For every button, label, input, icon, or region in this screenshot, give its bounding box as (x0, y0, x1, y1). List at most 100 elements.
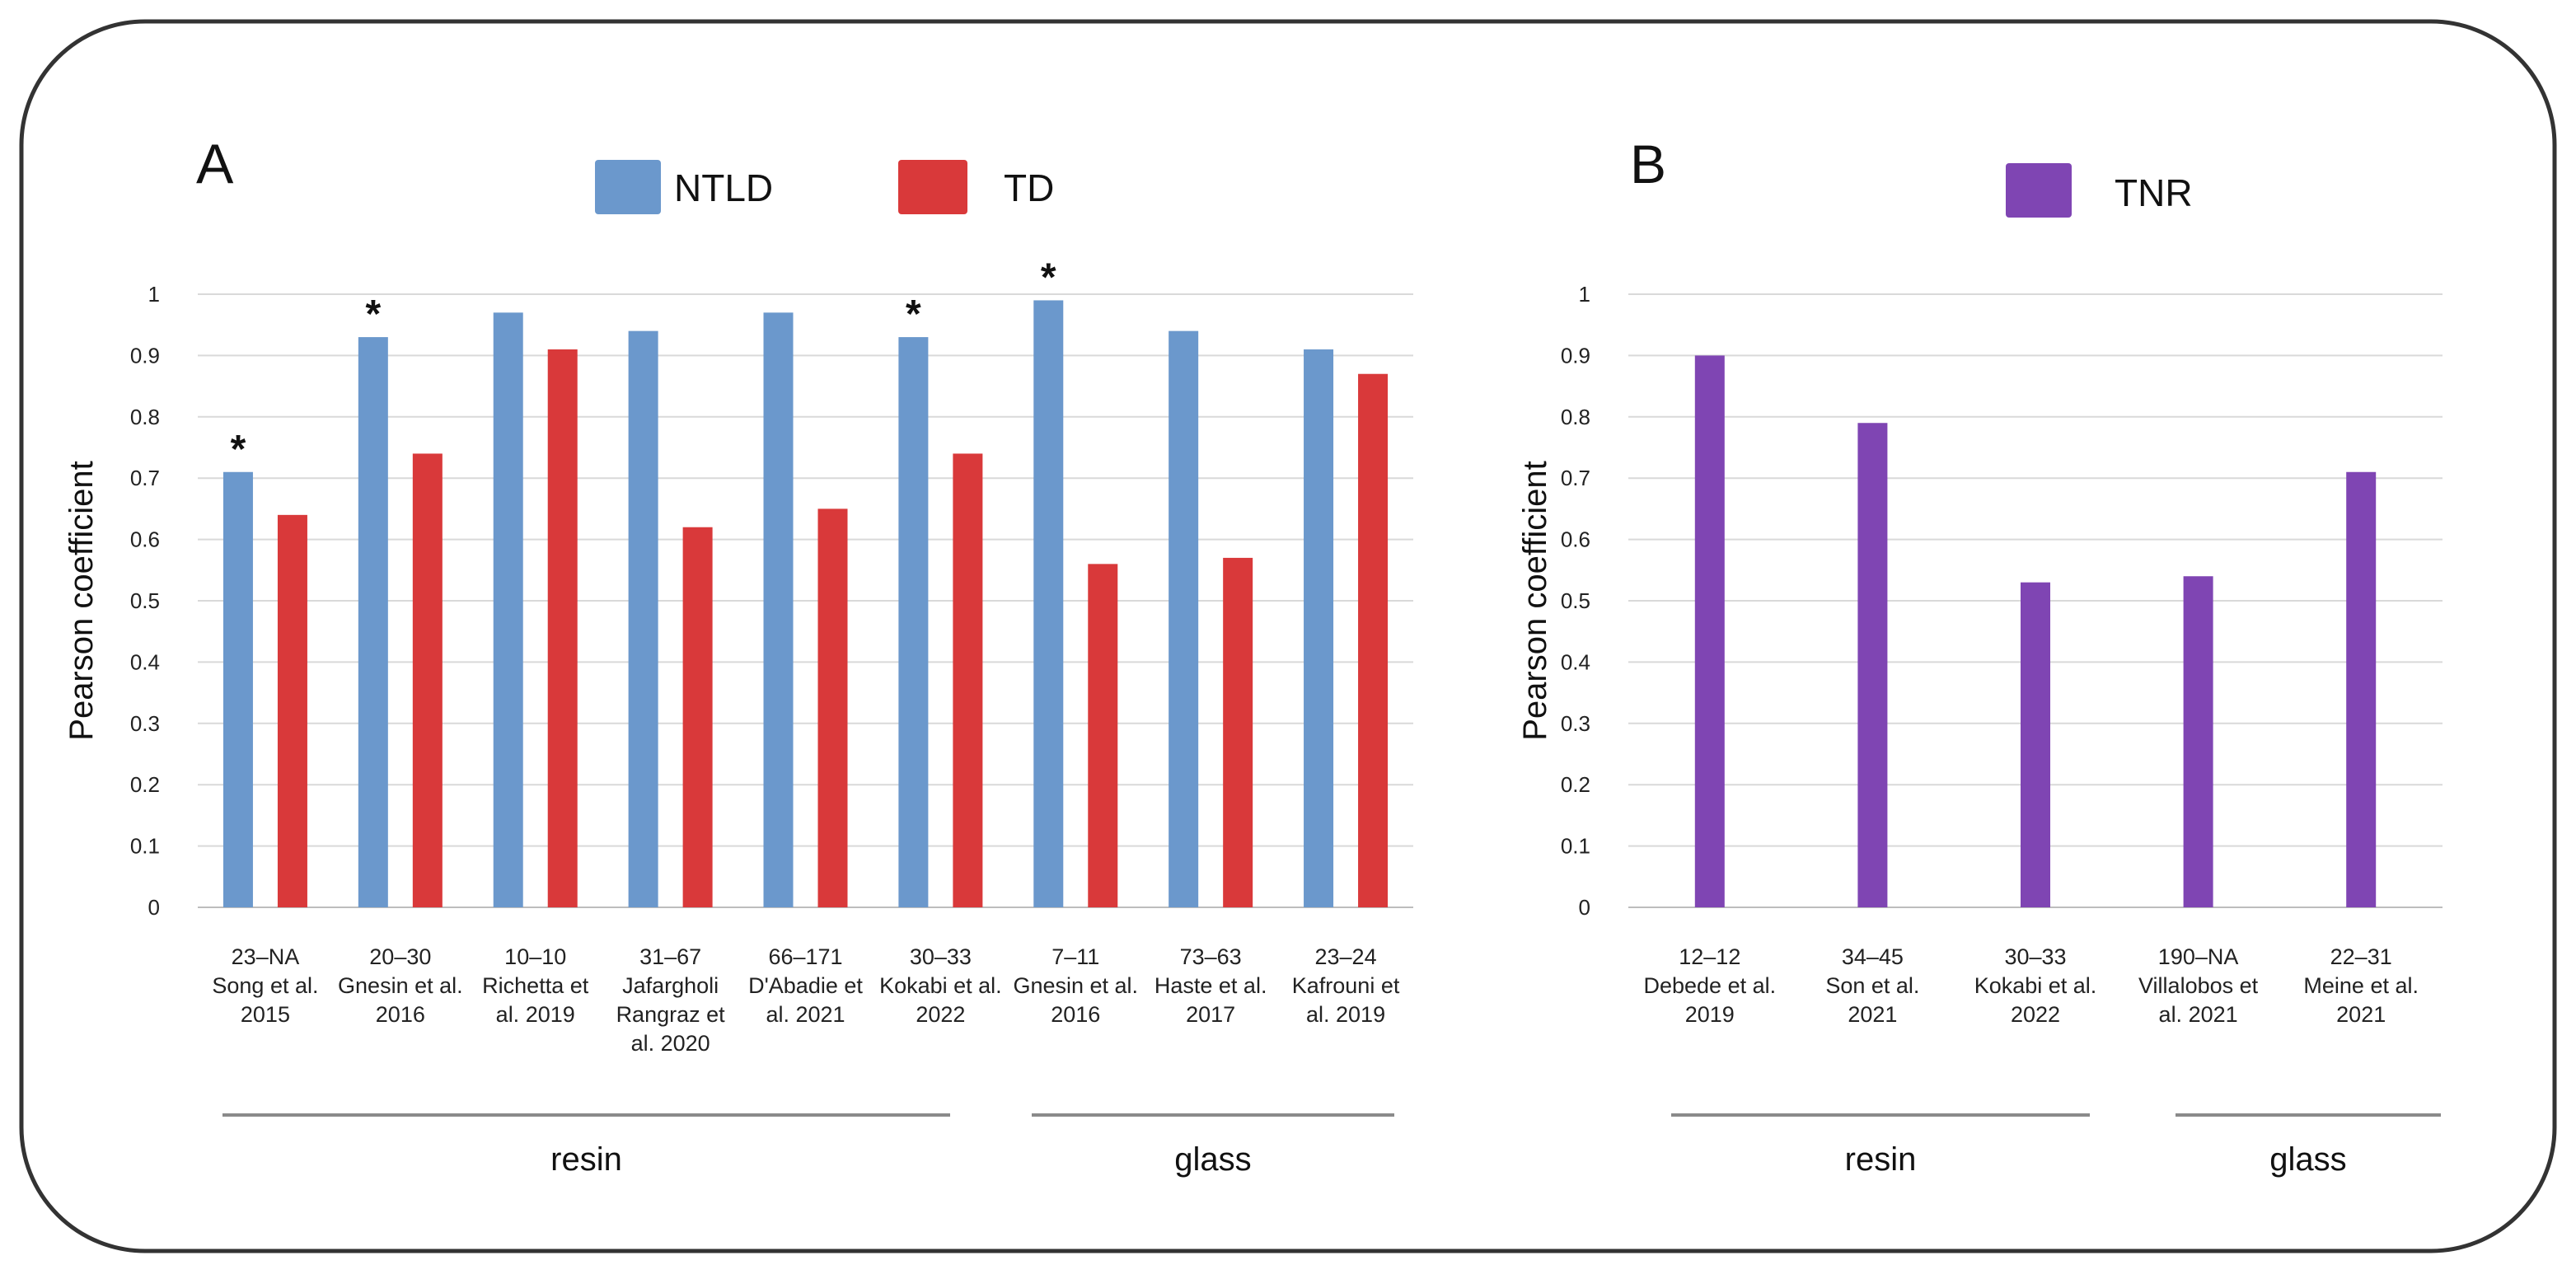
bar-ntld (358, 337, 388, 908)
x-tick-label: Meine et al. (2303, 973, 2419, 998)
x-tick-label: Son et al. (1825, 973, 1919, 998)
x-tick-label: 12–12 (1679, 944, 1740, 969)
x-tick-label: 2022 (2011, 1002, 2060, 1027)
y-tick-label: 1 (1579, 282, 1590, 307)
y-tick-label: 0.5 (1561, 588, 1590, 613)
x-tick-label: Song et al. (212, 973, 318, 998)
bar-tnr (1694, 355, 1725, 907)
legend-swatch-td (898, 160, 967, 214)
group-label-resin: resin (1845, 1141, 1917, 1178)
y-axis-label: Pearson coefficient (1517, 461, 1553, 740)
x-tick-label: Richetta et (482, 973, 589, 998)
bar-ntld (628, 330, 658, 907)
x-tick-label: 20–30 (369, 944, 431, 969)
legend-label-td: TD (1004, 166, 1054, 209)
y-axis-label: Pearson coefficient (63, 461, 100, 740)
x-tick-label: al. 2019 (496, 1002, 575, 1027)
x-tick-label: al. 2021 (2159, 1002, 2238, 1027)
y-tick-label: 0.6 (130, 527, 160, 552)
y-tick-label: 0.4 (130, 649, 160, 674)
x-tick-label: 2016 (376, 1002, 425, 1027)
y-tick-label: 1 (148, 282, 160, 307)
y-tick-label: 0 (1579, 895, 1590, 920)
bar-td (1223, 557, 1253, 907)
legend-label-ntld: NTLD (674, 166, 773, 209)
bar-ntld (1169, 330, 1199, 907)
x-tick-label: 7–11 (1051, 944, 1099, 969)
bar-td (1358, 373, 1389, 908)
x-tick-label: 23–NA (232, 944, 300, 969)
bar-td (277, 514, 307, 907)
x-tick-label: 2021 (1848, 1002, 1897, 1027)
y-tick-label: 0.5 (130, 588, 160, 613)
bar-td (817, 508, 848, 907)
bar-tnr (2346, 471, 2377, 907)
x-tick-label: al. 2020 (631, 1031, 710, 1056)
y-tick-label: 0.8 (130, 405, 160, 429)
legend-label-tnr: TNR (2115, 171, 2193, 214)
bar-td (953, 453, 983, 907)
x-tick-label: Villalobos et (2138, 973, 2259, 998)
x-tick-label: Gnesin et al. (338, 973, 463, 998)
bar-ntld (1033, 300, 1064, 907)
x-tick-label: 22–31 (2330, 944, 2392, 969)
x-tick-label: Haste et al. (1155, 973, 1267, 998)
significance-marker: * (906, 293, 921, 336)
x-tick-label: 30–33 (2004, 944, 2066, 969)
y-tick-label: 0.4 (1561, 649, 1590, 674)
x-tick-label: 34–45 (1842, 944, 1904, 969)
y-tick-label: 0.6 (1561, 527, 1590, 552)
x-tick-label: al. 2021 (766, 1002, 845, 1027)
group-label-glass: glass (1174, 1141, 1251, 1178)
x-tick-label: Rangraz et (616, 1002, 726, 1027)
bar-ntld (1304, 349, 1334, 908)
y-tick-label: 0.9 (130, 343, 160, 368)
x-tick-label: 30–33 (910, 944, 972, 969)
x-tick-label: 31–67 (639, 944, 701, 969)
x-tick-label: al. 2019 (1306, 1002, 1385, 1027)
significance-marker: * (231, 428, 246, 471)
panel-b-letter: B (1630, 134, 1666, 194)
x-tick-label: 66–171 (768, 944, 842, 969)
group-label-glass: glass (2269, 1141, 2346, 1178)
bar-td (547, 349, 578, 908)
x-tick-label: 2022 (916, 1002, 965, 1027)
chart-panel-b: 0 0.1 0.2 0.3 0.4 0.5 0.6 0.7 0.8 0.9 1 Pearson coe… (1517, 163, 2443, 1178)
x-tick-label: 190–NA (2158, 944, 2239, 969)
bar-ntld (222, 471, 253, 907)
bar-ntld (898, 337, 929, 908)
panel-a-letter: A (196, 133, 234, 195)
bar-ntld (763, 312, 794, 907)
x-tick-label: Kokabi et al. (1974, 973, 2097, 998)
x-tick-label: 2017 (1186, 1002, 1235, 1027)
y-tick-label: 0.7 (1561, 466, 1590, 490)
bar-td (1088, 564, 1118, 907)
x-tick-label: Kafrouni et (1292, 973, 1400, 998)
bar-td (412, 453, 443, 907)
group-label-resin: resin (550, 1141, 622, 1178)
y-tick-label: 0.3 (1561, 711, 1590, 736)
y-tick-label: 0.1 (130, 834, 160, 859)
x-tick-label: 2019 (1685, 1002, 1735, 1027)
x-tick-label: D'Abadie et (748, 973, 863, 998)
y-tick-label: 0.3 (130, 711, 160, 736)
y-tick-label: 0.2 (1561, 772, 1590, 797)
x-tick-label: 73–63 (1180, 944, 1242, 969)
x-tick-label: 2021 (2336, 1002, 2386, 1027)
bar-tnr (1857, 423, 1888, 907)
y-tick-label: 0.8 (1561, 405, 1590, 429)
y-tick-label: 0.9 (1561, 343, 1590, 368)
x-tick-label: 2015 (241, 1002, 290, 1027)
bar-td (682, 527, 713, 907)
x-tick-label: Gnesin et al. (1013, 973, 1138, 998)
x-tick-label: 2016 (1051, 1002, 1100, 1027)
x-tick-label: 10–10 (504, 944, 566, 969)
y-tick-label: 0 (148, 895, 160, 920)
bar-tnr (2183, 576, 2213, 907)
x-tick-label: 23–24 (1315, 944, 1377, 969)
bar-ntld (493, 312, 523, 907)
x-tick-label: Jafargholi (622, 973, 719, 998)
y-tick-label: 0.2 (130, 772, 160, 797)
